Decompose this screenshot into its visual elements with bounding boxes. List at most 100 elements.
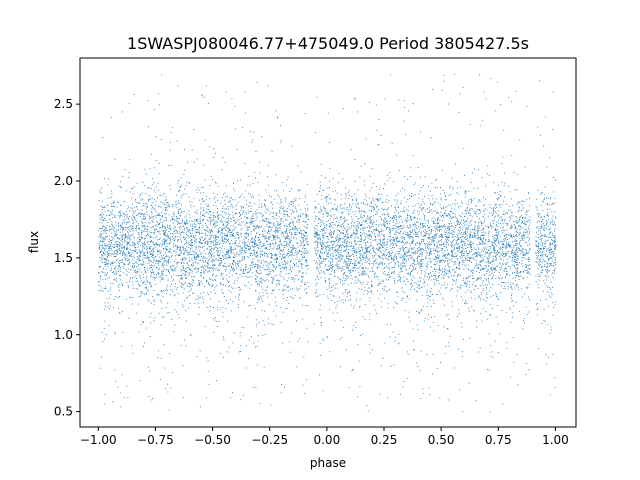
data-point [469,208,471,210]
data-point [447,242,448,244]
data-point [299,240,301,242]
data-point [270,261,272,263]
data-point [460,296,462,298]
data-point [315,262,317,264]
data-point [552,251,553,253]
data-point [241,264,243,266]
data-point [321,248,322,249]
data-point [239,332,241,333]
data-point [265,289,267,291]
data-point [255,256,257,258]
data-point [167,391,169,393]
data-point [126,244,128,245]
data-point [394,199,396,201]
data-point [121,225,123,227]
data-point [293,198,295,200]
data-point [410,218,412,220]
data-point [549,232,551,234]
data-point [520,253,522,255]
data-point [137,281,139,283]
data-point [453,74,455,76]
data-point [537,283,539,285]
data-point [170,265,171,267]
data-point [444,199,446,201]
data-point [167,261,169,262]
data-point [367,248,368,250]
data-point [197,295,199,297]
data-point [542,226,544,228]
data-point [324,208,326,209]
data-point [274,225,276,226]
data-point [470,245,471,247]
data-point [423,278,425,280]
data-point [218,231,220,233]
data-point [330,286,332,288]
data-point [434,250,436,252]
data-point [514,272,516,273]
data-point [148,195,150,197]
data-point [293,264,295,266]
data-point [500,249,502,251]
data-point [292,224,294,226]
data-point [453,246,455,247]
data-point [192,228,194,230]
data-point [205,195,207,197]
data-point [116,234,118,236]
data-point [326,224,328,225]
data-point [510,226,512,228]
data-point [341,204,343,206]
data-point [100,285,101,287]
data-point [493,182,494,183]
data-point [338,278,340,280]
data-point [291,222,293,224]
data-point [403,265,405,266]
data-point [203,268,205,270]
data-point [259,255,261,257]
data-point [186,213,188,215]
data-point [199,406,201,408]
data-point [216,225,218,227]
data-point [503,270,505,272]
data-point [323,225,325,226]
data-point [395,231,396,233]
data-point [347,263,349,265]
data-point [119,296,121,297]
data-point [350,149,352,150]
data-point [428,296,430,298]
data-point [555,241,556,243]
data-point [200,211,202,213]
data-point [183,258,185,259]
data-point [525,251,527,253]
data-point [424,196,425,197]
data-point [505,212,507,214]
data-point [394,301,396,303]
data-point [411,278,412,280]
data-point [422,265,424,267]
data-point [315,232,316,234]
data-point [290,201,292,203]
data-point [337,206,338,207]
data-point [487,261,489,263]
data-point [537,126,539,128]
data-point [338,268,340,269]
data-point [239,240,241,242]
data-point [514,279,516,281]
data-point [264,211,266,213]
data-point [318,212,320,213]
data-point [548,295,550,297]
data-point [316,277,318,279]
data-point [369,218,371,220]
data-point [384,217,385,219]
data-point [250,248,251,249]
data-point [319,181,321,183]
data-point [470,235,472,237]
data-point [499,263,501,265]
data-point [182,246,184,248]
data-point [138,249,140,251]
data-point [288,285,290,287]
data-point [478,230,480,231]
data-point [355,252,357,254]
data-point [200,242,202,244]
data-point [541,192,543,193]
data-point [112,225,114,227]
